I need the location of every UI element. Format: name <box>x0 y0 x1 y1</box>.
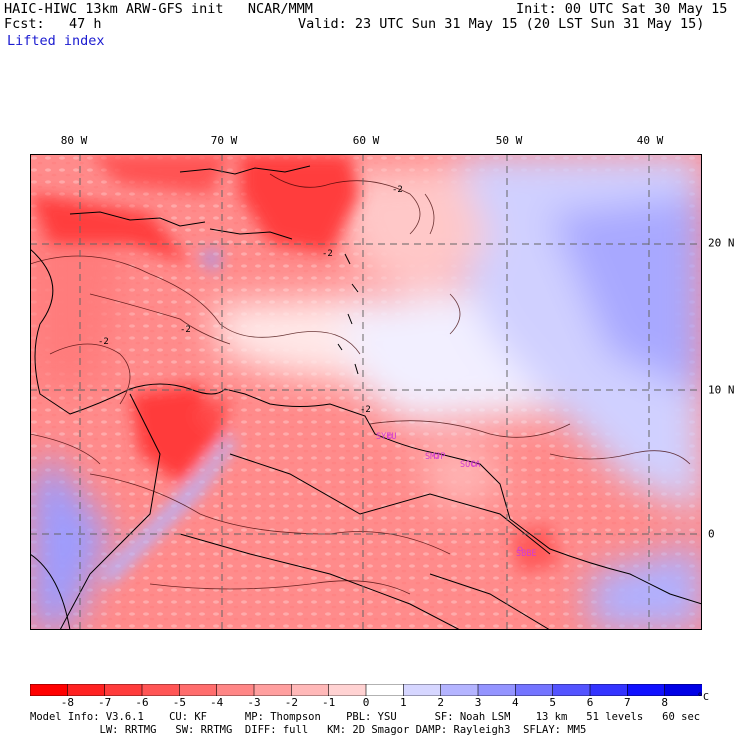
model-info-line1: Model Info: V3.6.1 CU: KF MP: Thompson P… <box>30 711 701 723</box>
colorbar-segment <box>365 683 405 697</box>
colorbar-segment <box>253 683 293 697</box>
colorbar-segment <box>515 683 554 697</box>
station-label: SYEU <box>376 432 396 442</box>
colorbar-unit: °C <box>697 692 710 703</box>
colorbar-tick-label: -6 <box>135 696 149 709</box>
colorbar-tick-label: -4 <box>210 696 224 709</box>
colorbar-tick-label: 8 <box>661 696 668 709</box>
header-forecast-hour: Fcst: 47 h <box>4 16 102 32</box>
colorbar-segment <box>552 683 591 697</box>
colorbar-tick-label: -7 <box>98 696 112 709</box>
colorbar-segment <box>328 683 367 697</box>
lon-label-70w: 70 W <box>210 134 238 147</box>
contour-label: -2 <box>360 405 371 415</box>
colorbar-segment <box>67 683 106 697</box>
station-label: SOCA <box>460 460 480 470</box>
contour-label: -2 <box>98 337 109 347</box>
colorbar-tick-label: 1 <box>400 696 407 709</box>
colorbar-segment <box>627 683 666 697</box>
colorbar-segment <box>216 683 255 697</box>
lat-label-10n: 10 N <box>708 383 735 397</box>
station-label: SBBE <box>516 549 536 559</box>
lat-label-0: 0 <box>708 527 715 541</box>
contour-label: -2 <box>180 325 191 335</box>
contour-label: -2 <box>322 249 333 259</box>
colorbar-tick-label: 4 <box>512 696 519 709</box>
colorbar-tick-label: -3 <box>247 696 261 709</box>
colorbar-segment <box>29 683 69 697</box>
colorbar-segment <box>104 683 143 697</box>
colorbar-tick-label: 6 <box>586 696 594 709</box>
lat-label-20n: 20 N <box>708 236 735 250</box>
colorbar-segment <box>440 683 479 697</box>
header-valid-time: Valid: 23 UTC Sun 31 May 15 (20 LST Sun … <box>298 16 705 32</box>
colorbar-segment <box>403 683 442 697</box>
colorbar-tick-label: -8 <box>60 696 74 709</box>
colorbar-segment <box>291 683 330 697</box>
contour-label: -2 <box>392 185 403 195</box>
lon-label-50w: 50 W <box>495 134 523 147</box>
colorbar-segment <box>141 683 181 697</box>
colorbar-tick-label: -2 <box>284 696 298 709</box>
model-info-line2: LW: RRTMG SW: RRTMG DIFF: full KM: 2D Sm… <box>30 724 587 736</box>
header-init-time: Init: 00 UTC Sat 30 May 15 <box>516 1 728 17</box>
field-name: Lifted index <box>7 33 105 49</box>
station-label: SMJP <box>425 452 445 462</box>
colorbar-tick-label: 5 <box>549 696 556 709</box>
lon-label-40w: 40 W <box>636 134 664 147</box>
lifted-index-map: -2 -2 -2 -2 -2 SYEU SMJP SOCA SBBE <box>30 154 702 630</box>
colorbar-tick-label: -1 <box>322 696 336 709</box>
colorbar-tick-label: 3 <box>474 696 482 709</box>
header-title: HAIC-HIWC 13km ARW-GFS init NCAR/MMM <box>4 1 313 17</box>
colorbar-segment <box>179 683 218 697</box>
colorbar-tick-label: 7 <box>624 696 631 709</box>
colorbar-tick-label: 0 <box>362 696 370 709</box>
lon-label-80w: 80 W <box>60 134 88 147</box>
colorbar-segment <box>589 683 629 697</box>
colorbar-segment <box>477 683 517 697</box>
colorbar-tick-label: -5 <box>172 696 186 709</box>
colorbar-tick-label: 2 <box>437 696 444 709</box>
lon-label-60w: 60 W <box>352 134 380 147</box>
colorbar <box>29 681 703 697</box>
